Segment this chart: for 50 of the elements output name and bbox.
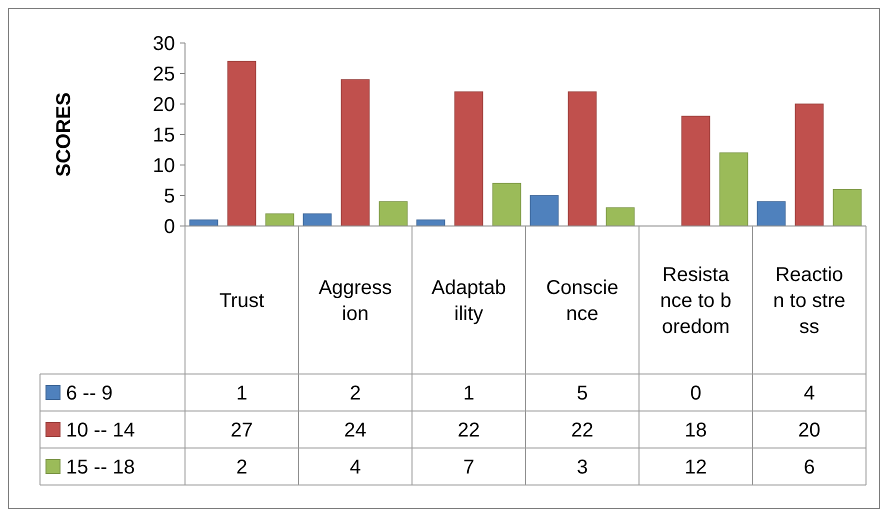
data-label: 2 — [236, 456, 248, 478]
bar — [756, 201, 786, 226]
bar — [302, 213, 332, 226]
x-tick-label: Reaction to stress — [773, 264, 846, 338]
data-label: 12 — [684, 456, 707, 478]
y-tick-label: 5 — [164, 186, 175, 208]
x-tick-label: Aggression — [318, 277, 392, 325]
bar — [530, 195, 559, 226]
x-tick-label: Resistance to boredom — [660, 264, 732, 338]
legend-label: 15 -- 18 — [66, 456, 135, 478]
bar — [719, 152, 748, 226]
bar — [794, 104, 824, 226]
y-tick-label: 10 — [152, 155, 175, 177]
y-tick-label: 0 — [164, 216, 175, 238]
bar — [606, 207, 635, 226]
y-tick-label: 20 — [152, 94, 175, 116]
bar — [454, 91, 484, 226]
data-label: 22 — [458, 420, 480, 442]
data-label: 4 — [804, 382, 815, 404]
data-label: 3 — [576, 456, 588, 478]
data-label: 1 — [463, 382, 474, 404]
y-tick-label: 25 — [152, 64, 175, 86]
y-tick-label: 30 — [152, 33, 175, 55]
bar — [568, 91, 597, 226]
x-tick-label: Adaptability — [431, 277, 506, 325]
bar — [681, 116, 710, 226]
bar — [227, 60, 256, 226]
bar — [378, 201, 408, 226]
x-tick-label: Trust — [219, 290, 265, 312]
data-label: 0 — [690, 382, 702, 404]
bar — [492, 182, 522, 226]
data-label: 6 — [804, 456, 815, 478]
x-tick-label: Conscience — [546, 277, 618, 325]
data-label: 18 — [684, 420, 707, 442]
bar — [832, 189, 862, 226]
y-axis-title: SCORES — [53, 92, 75, 177]
data-label: 1 — [236, 382, 248, 404]
data-label: 20 — [798, 420, 820, 442]
data-label: 2 — [350, 382, 361, 404]
data-label: 24 — [344, 420, 366, 442]
bar — [265, 213, 294, 226]
data-label: 27 — [230, 420, 253, 442]
data-label: 22 — [571, 420, 594, 442]
legend-label: 6 -- 9 — [66, 382, 113, 404]
y-tick-label: 15 — [152, 124, 175, 146]
bar — [340, 79, 370, 226]
data-label: 7 — [463, 456, 474, 478]
data-label: 5 — [576, 382, 588, 404]
data-label: 4 — [350, 456, 361, 478]
legend-label: 10 -- 14 — [66, 420, 135, 442]
